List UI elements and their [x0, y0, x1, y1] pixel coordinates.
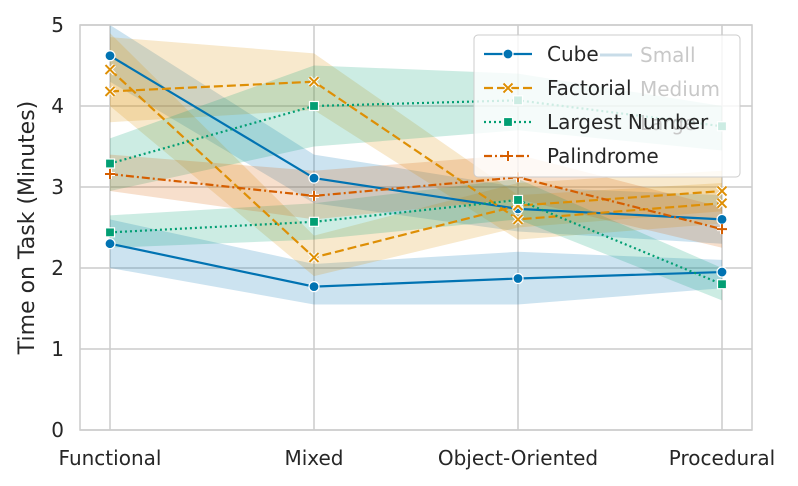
marker-stroke [104, 64, 116, 75]
palindrome-small-point [105, 169, 115, 180]
legend-label: Largest Number [547, 110, 709, 134]
largest-number-medium-line [109, 99, 723, 165]
cube-small-point [716, 213, 728, 225]
cube-medium-point [512, 272, 524, 285]
marker-stroke [717, 224, 727, 235]
marker-stroke [308, 76, 320, 87]
legend-box [473, 34, 741, 178]
legend-size-entry: Large [640, 111, 696, 135]
cube-small-line [109, 54, 723, 221]
marker-stroke [105, 169, 115, 180]
x-tick-label: Mixed [284, 446, 343, 470]
y-tick-label: 5 [51, 13, 64, 37]
palindrome-small-line [109, 172, 723, 231]
marker-stroke [512, 214, 524, 225]
factorial-medium-ci-band [110, 37, 722, 240]
y-tick-labels: 0 1 2 3 4 5 [51, 13, 64, 442]
factorial-medium-point [716, 197, 728, 210]
legend-size-entry: Medium [640, 77, 720, 101]
y-tick-label: 1 [51, 337, 64, 361]
largest-number-medium-point [104, 158, 116, 169]
factorial-small-point [716, 185, 728, 197]
legend-label: Factorial [547, 76, 632, 100]
series-lines [109, 54, 723, 288]
legend-swatch-marker [502, 116, 514, 128]
factorial-medium-point [104, 85, 116, 98]
factorial-small-point [104, 63, 116, 76]
largest-number-small-line [109, 198, 723, 286]
marker-stroke [716, 185, 728, 197]
factorial-medium-line [109, 80, 723, 221]
factorial-medium-point [512, 213, 524, 226]
y-tick-label: 3 [51, 175, 64, 199]
palindrome-small-ci-band [110, 154, 722, 248]
cube-medium-point [104, 238, 116, 250]
palindrome-small-point [309, 190, 319, 201]
factorial-small-line [109, 68, 723, 259]
largest-number-small-point [104, 227, 116, 238]
largest-number-small-point [716, 279, 728, 290]
largest-number-small-point [308, 216, 320, 227]
cube-medium-line [109, 242, 723, 288]
cube-small-point [104, 50, 116, 62]
cube-small-ci-band [110, 25, 722, 244]
factorial-small-point [308, 251, 320, 264]
cube-medium-ci-band [110, 219, 722, 305]
marker-stroke [308, 252, 320, 263]
y-tick-label: 2 [51, 256, 64, 280]
y-tick-label: 0 [51, 418, 64, 442]
marker-stroke [104, 86, 116, 97]
x-tick-labels: Functional Mixed Object-Oriented Procedural [59, 446, 776, 470]
largest-number-small-ci-band [110, 178, 722, 301]
marker-stroke [502, 82, 514, 94]
marker-stroke [503, 151, 513, 161]
legend-label: Cube [547, 42, 599, 66]
cube-small-point [308, 172, 320, 184]
cube-medium-point [308, 281, 320, 293]
marker-stroke [309, 190, 319, 201]
legend-label: Palindrome [547, 144, 659, 168]
largest-number-medium-point [308, 100, 320, 112]
x-tick-label: Procedural [669, 446, 775, 470]
legend-swatch-marker [503, 151, 513, 161]
x-tick-label: Functional [59, 446, 162, 470]
factorial-medium-point [308, 75, 320, 88]
largest-number-small-point [512, 194, 524, 206]
plot-frame [79, 24, 753, 431]
legend: Small Medium Large Cube Factorial Largest Num… [473, 34, 741, 178]
y-axis-label: Time on Task (Minutes) [15, 101, 40, 355]
legend-swatch-marker [502, 82, 514, 94]
y-tick-label: 4 [51, 94, 64, 118]
legend-size-entry: Small [640, 43, 696, 67]
cube-medium-point [716, 266, 728, 278]
palindrome-small-point [717, 224, 727, 235]
x-tick-label: Object-Oriented [438, 446, 598, 470]
legend-swatch-marker [502, 48, 514, 60]
marker-stroke [716, 197, 728, 209]
